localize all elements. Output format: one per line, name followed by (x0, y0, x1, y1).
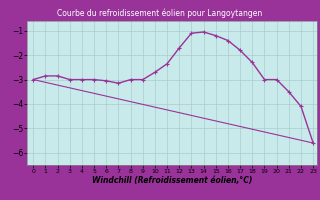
X-axis label: Windchill (Refroidissement éolien,°C): Windchill (Refroidissement éolien,°C) (92, 176, 252, 185)
Text: Courbe du refroidissement éolien pour Langoytangen: Courbe du refroidissement éolien pour La… (57, 9, 263, 19)
